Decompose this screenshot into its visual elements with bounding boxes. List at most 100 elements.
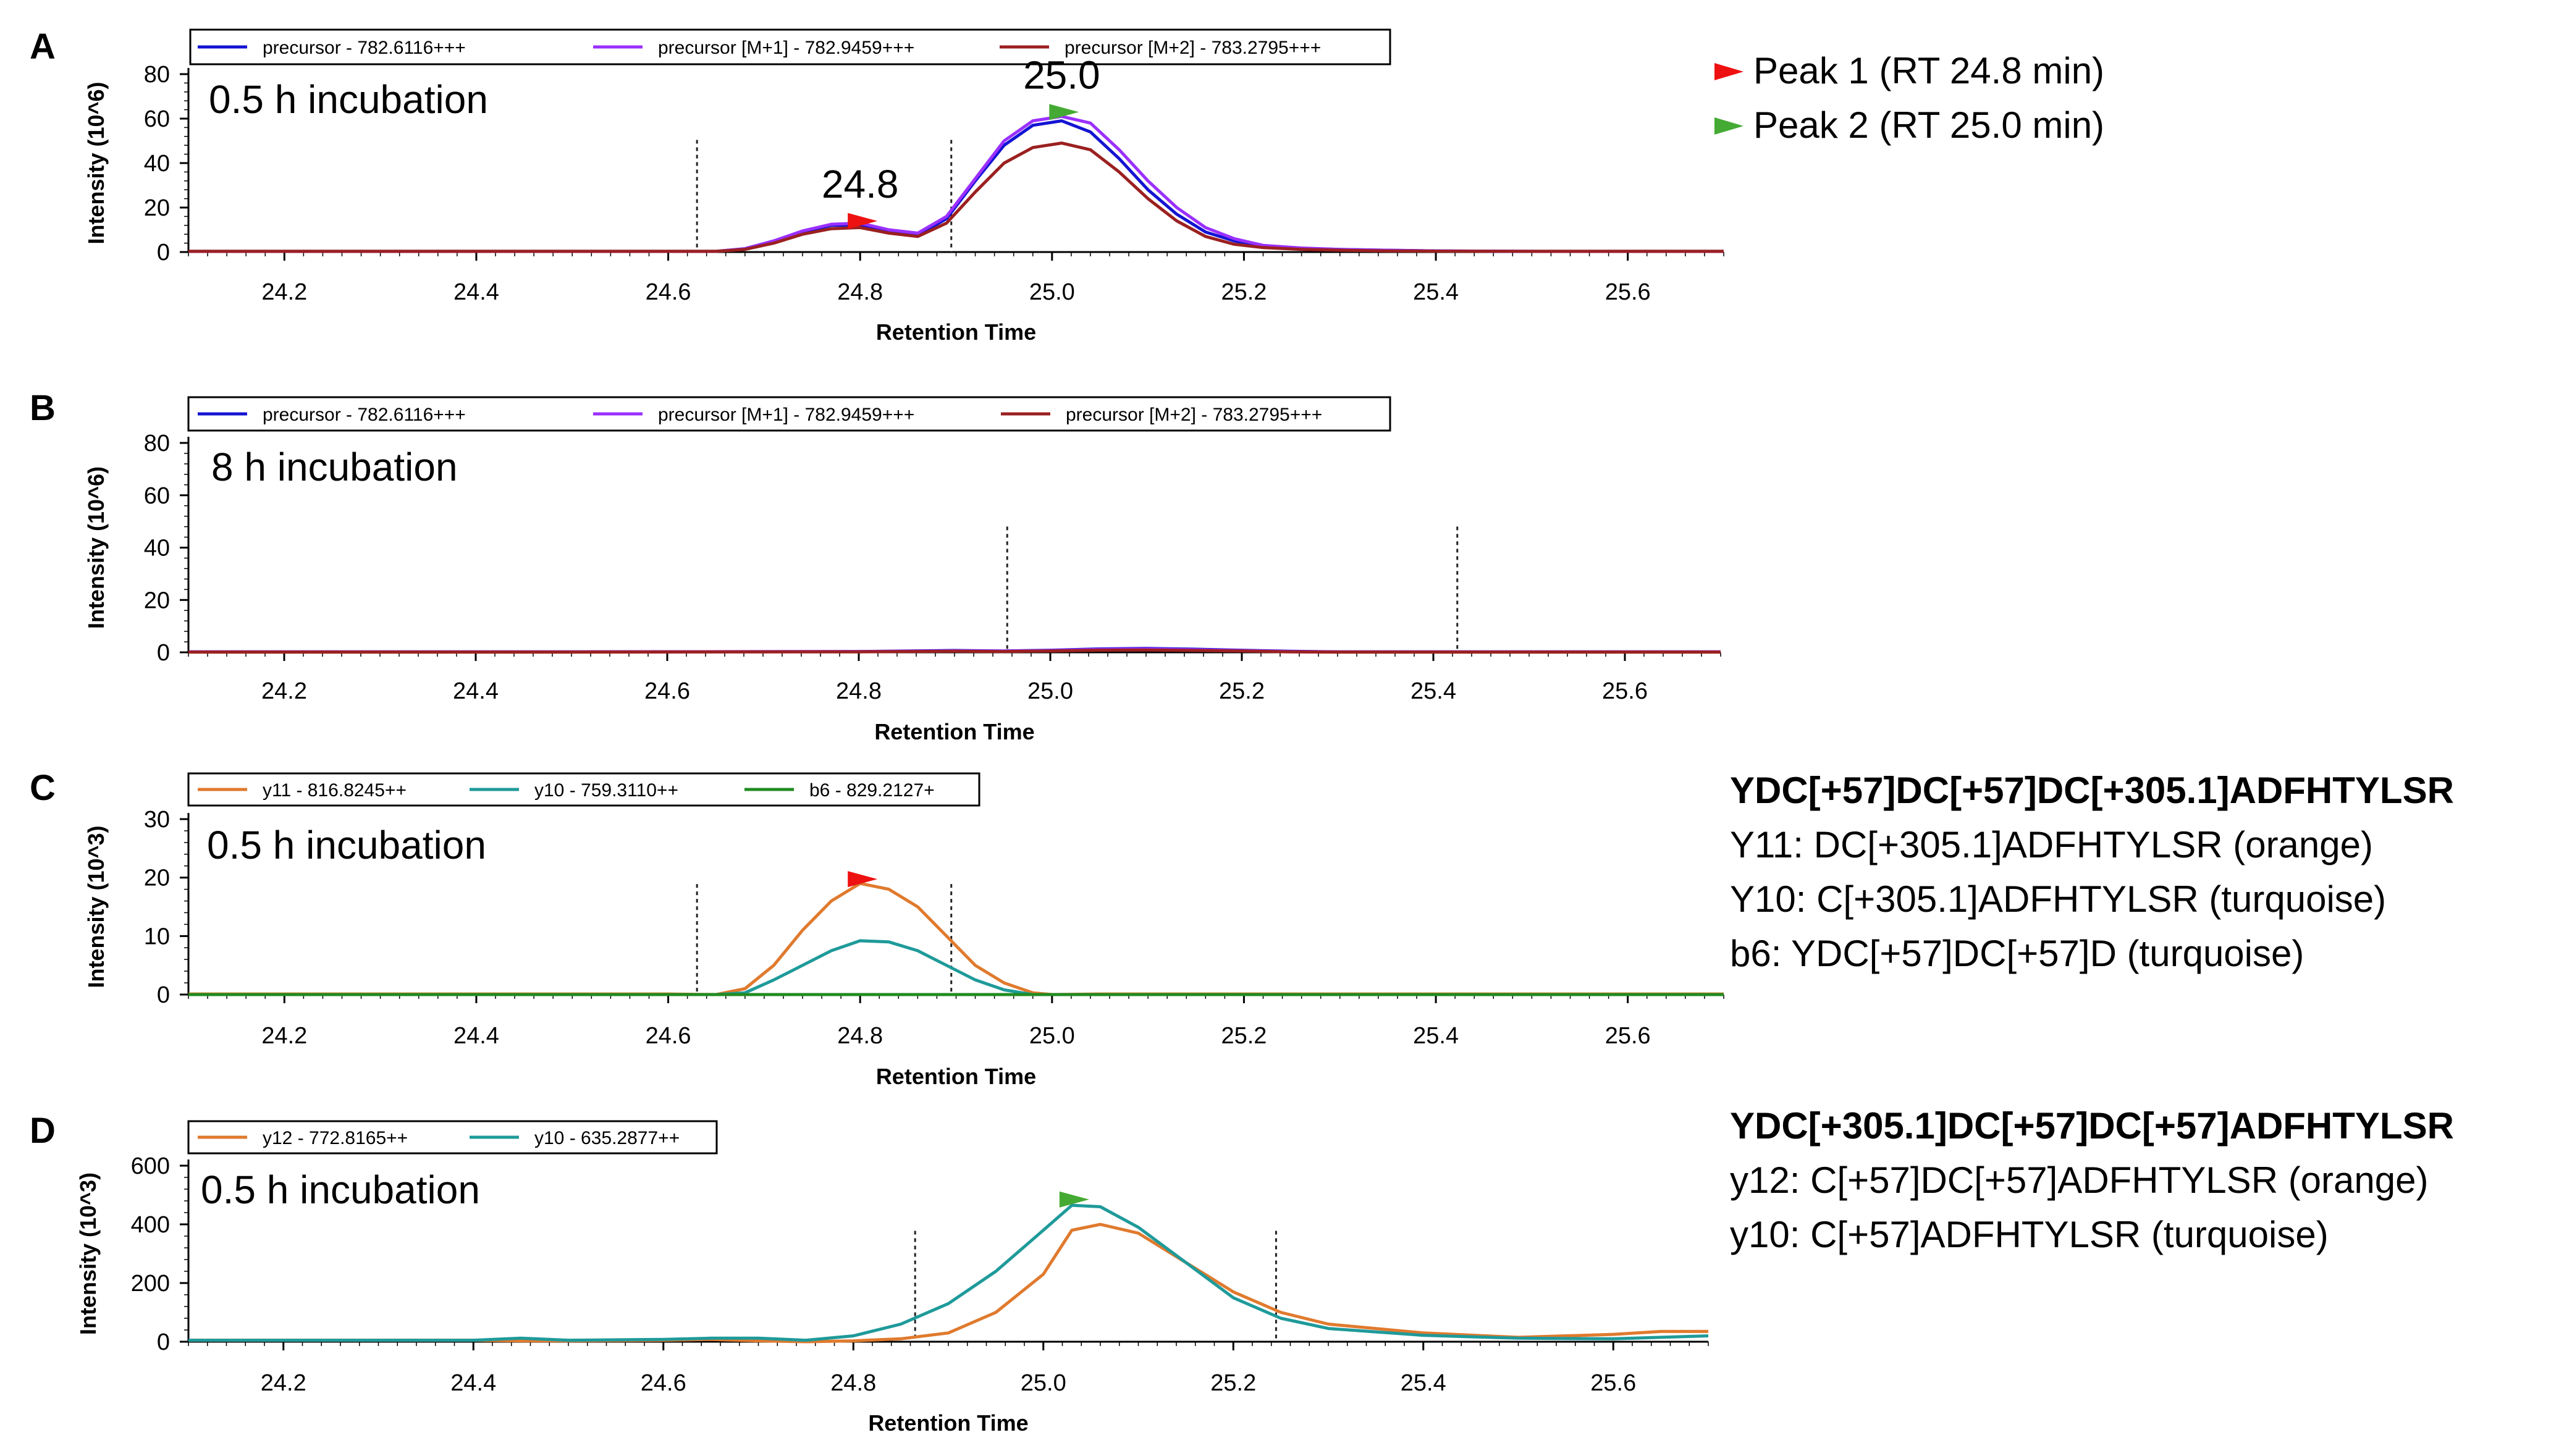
panel-letter: D [30,1111,56,1151]
y-tick-label: 0 [157,640,170,666]
x-tick-label: 24.2 [261,1023,307,1049]
peak2-legend-label: Peak 2 (RT 25.0 min) [1753,104,2104,146]
x-tick-label: 24.4 [453,1023,499,1049]
legend-label: precursor [M+1] - 782.9459+++ [658,405,914,425]
x-axis-title: Retention Time [876,319,1036,345]
panel-title: 0.5 h incubation [201,1168,480,1212]
panel-c-note-line: Y10: C[+305.1]ADFHTYLSR (turquoise) [1730,878,2386,920]
x-tick-label: 24.6 [646,279,691,305]
x-tick-label: 25.4 [1413,279,1459,305]
x-tick-label: 25.0 [1021,1370,1066,1396]
peak2-marker-icon [1714,117,1743,135]
x-tick-label: 24.8 [830,1370,876,1396]
panel-c-notes: YDC[+57]DC[+57]DC[+305.1]ADFHTYLSR Y11: … [1730,770,2454,974]
x-tick-label: 24.8 [837,279,883,305]
peak-rt-label: 25.0 [1023,53,1100,97]
legend-label: precursor [M+1] - 782.9459+++ [658,38,914,58]
series-line [188,648,1721,654]
x-axis-title: Retention Time [868,1410,1028,1436]
panel-letter: C [30,768,56,808]
x-tick-label: 24.8 [836,678,882,704]
y-tick-label: 60 [144,483,170,509]
chart-panels: A 24.2 24.4 24.6 24.8 25.0 25.2 25.4 25.6 0 20 40 60… [30,27,1724,1436]
peak1-marker-icon [848,213,878,229]
x-tick-label: 25.2 [1219,678,1265,704]
peak2-marker-icon [1049,104,1079,120]
x-tick-label: 25.2 [1210,1370,1256,1396]
x-tick-label: 24.8 [837,1023,883,1049]
series-line [188,119,1724,253]
series-line [188,882,1724,996]
peak-rt-label: 24.8 [822,162,899,206]
peak1-legend-label: Peak 1 (RT 24.8 min) [1753,50,2104,91]
series-legend [189,28,1391,65]
x-tick-label: 25.2 [1221,1023,1267,1049]
x-axis-title: Retention Time [876,1064,1036,1089]
peak1-marker-icon [848,871,878,888]
legend-label: precursor - 782.6116+++ [263,38,466,58]
y-tick-label: 60 [144,106,170,132]
y-tick-label: 0 [157,1329,170,1355]
panel-c-note-line: Y11: DC[+305.1]ADFHTYLSR (orange) [1730,824,2373,865]
panel-title: 0.5 h incubation [207,823,486,867]
y-tick-label: 80 [144,431,170,457]
y-tick-label: 30 [144,807,170,833]
y-axis-title: Intensity (10^3) [75,1172,101,1335]
x-tick-label: 25.6 [1605,279,1651,305]
x-tick-label: 25.0 [1029,279,1075,305]
x-tick-label: 24.6 [646,1023,691,1049]
legend-label: precursor [M+2] - 783.2795+++ [1065,38,1321,58]
peak-legend: Peak 1 (RT 24.8 min) Peak 2 (RT 25.0 min… [1714,50,2104,146]
y-axis-title: Intensity (10^6) [83,82,109,244]
series-legend [187,772,980,807]
y-axis-title: Intensity (10^3) [83,825,109,988]
x-tick-label: 24.4 [453,678,499,704]
x-tick-label: 24.6 [641,1370,686,1396]
series-legend [187,396,1391,432]
panel-d-notes: YDC[+305.1]DC[+57]DC[+57]ADFHTYLSR y12: … [1730,1105,2454,1255]
panel-c-peptide-title: YDC[+57]DC[+57]DC[+305.1]ADFHTYLSR [1730,770,2454,811]
legend-label: y12 - 772.8165++ [263,1128,408,1148]
x-tick-label: 24.2 [261,279,307,305]
y-tick-label: 40 [144,536,170,562]
peak1-marker-icon [1714,63,1743,80]
y-tick-label: 40 [144,151,170,177]
legend-label: y10 - 635.2877++ [534,1128,680,1148]
x-tick-label: 24.4 [450,1370,496,1396]
y-tick-label: 10 [144,924,170,949]
legend-label: y11 - 816.8245++ [263,780,407,801]
x-tick-label: 24.2 [261,1370,306,1396]
x-tick-label: 24.2 [261,678,307,704]
series-line [188,1222,1708,1344]
panel-title: 8 h incubation [211,445,458,489]
chart-panel-d: D 24.2 24.4 24.6 24.8 25.0 25.2 25.4 25.6 0 200 400… [30,1111,1709,1436]
panel-d-peptide-title: YDC[+305.1]DC[+57]DC[+57]ADFHTYLSR [1730,1105,2454,1147]
x-tick-label: 25.4 [1410,678,1456,704]
panel-d-note-line: y10: C[+57]ADFHTYLSR (turquoise) [1730,1214,2329,1255]
y-tick-label: 80 [144,62,170,88]
peak2-marker-icon [1059,1191,1089,1208]
chart-panel-a: A 24.2 24.4 24.6 24.8 25.0 25.2 25.4 25.6 0 20 40 60… [30,27,1724,345]
x-tick-label: 24.6 [644,678,690,704]
series-line [188,1203,1709,1342]
y-tick-label: 0 [157,982,170,1008]
y-tick-label: 200 [131,1271,170,1297]
legend-label: precursor [M+2] - 783.2795+++ [1066,405,1322,425]
chart-panel-b: B 24.2 24.4 24.6 24.8 25.0 25.2 25.4 25.6 0 20 40 60… [30,388,1721,744]
x-tick-label: 25.4 [1413,1023,1459,1049]
legend-label: precursor - 782.6116+++ [263,405,466,425]
y-tick-label: 400 [131,1212,170,1238]
x-tick-label: 25.0 [1029,1023,1075,1049]
y-tick-label: 20 [144,195,170,221]
series-line [188,141,1724,253]
series-line [188,114,1724,253]
y-tick-label: 0 [157,240,170,266]
x-tick-label: 24.4 [453,279,499,305]
series-line [188,939,1724,996]
y-tick-label: 20 [144,587,170,613]
x-tick-label: 25.6 [1602,678,1648,704]
x-tick-label: 25.4 [1401,1370,1446,1396]
legend-label: b6 - 829.2127+ [809,780,935,801]
x-tick-label: 25.6 [1590,1370,1636,1396]
